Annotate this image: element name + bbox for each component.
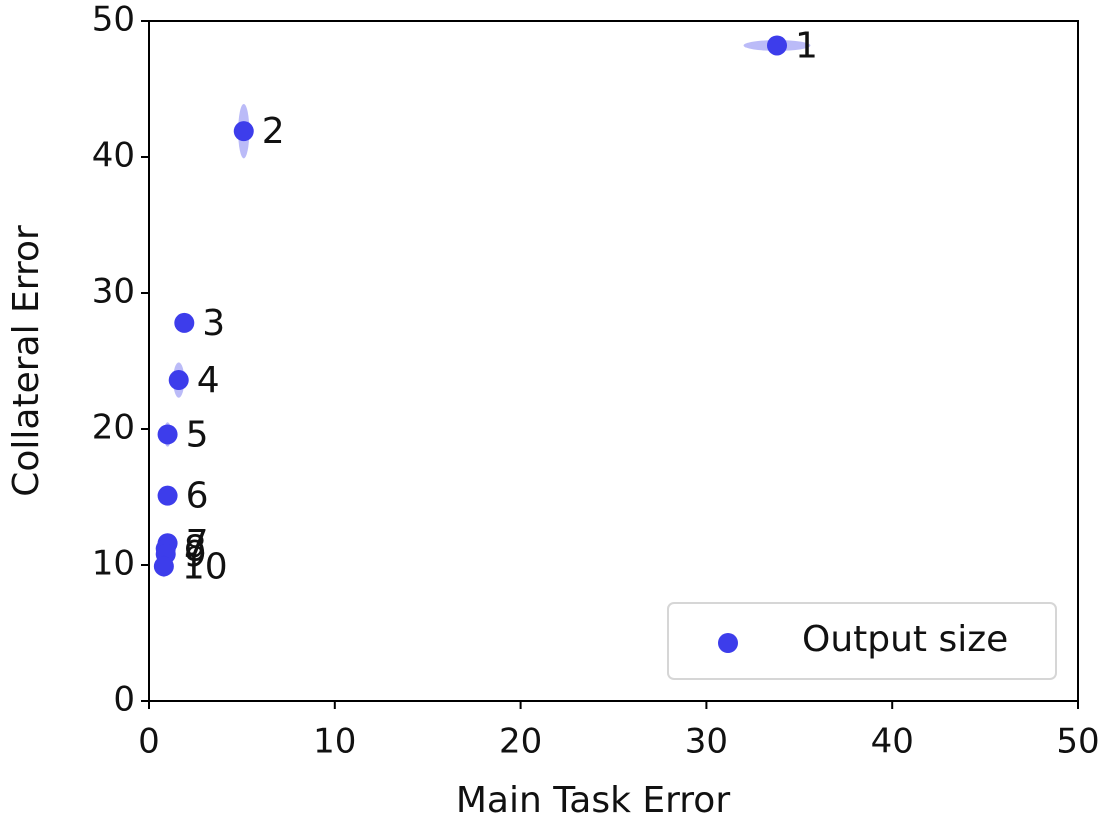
y-axis-label: Collateral Error — [6, 225, 47, 497]
point-label: 8 — [184, 529, 207, 570]
x-tick-label: 0 — [138, 722, 160, 762]
point — [767, 35, 788, 56]
y-tick-label: 30 — [92, 272, 135, 312]
x-tick-label: 30 — [685, 722, 728, 762]
y-tick-label: 10 — [92, 544, 135, 584]
point — [168, 370, 189, 391]
point-label: 3 — [202, 303, 225, 344]
point-label: 7 — [186, 523, 209, 564]
point — [174, 312, 195, 333]
y-tick-label: 50 — [92, 0, 135, 40]
y-tick-label: 20 — [92, 408, 135, 448]
x-tick-label: 50 — [1056, 722, 1099, 762]
x-axis-label: Main Task Error — [456, 780, 730, 821]
point-label: 4 — [197, 360, 220, 401]
point-label: 1 — [795, 25, 818, 66]
point-label: 5 — [186, 414, 209, 455]
legend-label: Output size — [802, 619, 1008, 660]
point-label: 2 — [262, 111, 285, 152]
legend-box — [667, 602, 1057, 680]
y-tick-label: 0 — [113, 680, 135, 720]
x-tick-label: 40 — [871, 722, 914, 762]
plot-frame — [148, 20, 1079, 702]
point-label: 6 — [186, 476, 209, 517]
point — [153, 556, 174, 577]
point — [233, 121, 254, 142]
point — [157, 485, 178, 506]
point — [157, 424, 178, 445]
x-tick-label: 20 — [499, 722, 542, 762]
y-tick-label: 40 — [92, 136, 135, 176]
point-label: 9 — [184, 534, 207, 575]
point-label: 10 — [182, 546, 228, 587]
x-tick-label: 10 — [313, 722, 356, 762]
legend-marker — [718, 633, 738, 653]
